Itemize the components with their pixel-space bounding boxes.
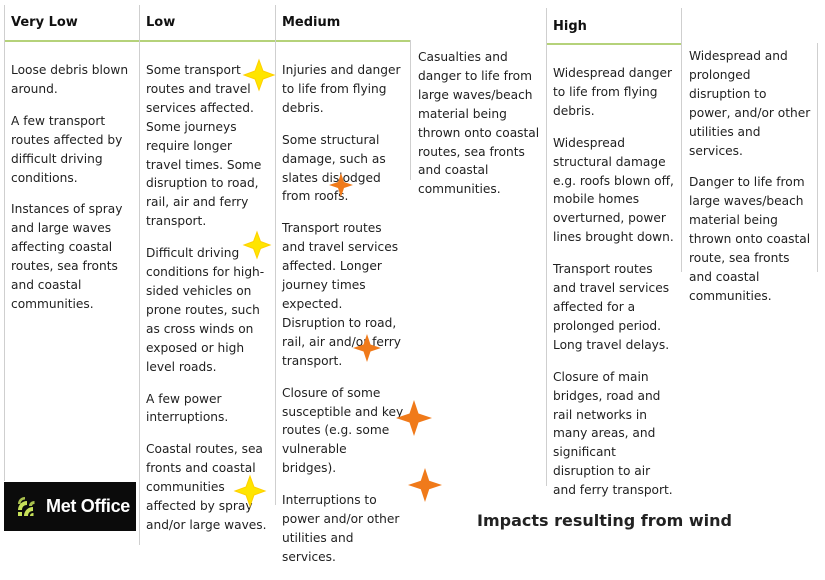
impact-item: Widespread structural damage e.g. roofs … [553, 135, 674, 245]
impact-item: Loose debris blown around. [11, 63, 129, 96]
divider [410, 40, 411, 180]
divider [681, 8, 682, 272]
orange-star-icon [396, 400, 432, 436]
low-impacts: Some transport routes and travel service… [139, 61, 275, 548]
divider [275, 5, 276, 505]
impact-item: Transport routes and travel services aff… [282, 221, 401, 368]
impact-item: Injuries and danger to life from flying … [282, 63, 401, 115]
yellow-star-icon [242, 58, 276, 92]
impact-item: Instances of spray and large waves affec… [11, 202, 123, 311]
impact-item: Widespread and prolonged disruption to p… [689, 49, 811, 158]
divider [4, 5, 5, 481]
very-low-impacts: Loose debris blown around. A few transpo… [4, 61, 139, 327]
header-medium: Medium [282, 15, 341, 30]
impact-item: Danger to life from large waves/beach ma… [689, 175, 811, 303]
impact-item: Widespread danger to life from flying de… [553, 66, 672, 118]
impact-item: Closure of some susceptible and key rout… [282, 385, 404, 476]
medium-extra-impacts: Casualties and danger to life from large… [411, 48, 546, 212]
impact-item: A few transport routes affected by diffi… [11, 113, 123, 185]
orange-star-icon [329, 173, 353, 197]
divider [546, 8, 547, 486]
header-rule [4, 40, 410, 42]
yellow-star-icon [242, 230, 272, 260]
orange-star-icon [353, 334, 381, 362]
medium-impacts: Injuries and danger to life from flying … [275, 61, 410, 580]
impact-item: Difficult driving conditions for high-si… [146, 246, 265, 374]
high-extra-impacts: Widespread and prolonged disruption to p… [682, 47, 817, 319]
impact-item: Coastal routes, sea fronts and coastal c… [146, 442, 267, 532]
divider [139, 5, 140, 545]
impact-item: A few power interruptions. [146, 391, 229, 425]
impact-item: Some structural damage, such as slates d… [282, 132, 386, 204]
header-rule-high [546, 43, 681, 45]
high-impacts: Widespread danger to life from flying de… [546, 64, 681, 513]
impact-item: Closure of main bridges, road and rail n… [553, 369, 673, 498]
impact-item: Interruptions to power and/or other util… [282, 493, 400, 564]
header-high: High [553, 19, 587, 34]
orange-star-icon [408, 468, 442, 502]
header-low: Low [146, 15, 176, 30]
figure-caption: Impacts resulting from wind [477, 511, 732, 530]
impact-item: Transport routes and travel services aff… [553, 262, 670, 352]
logo-text: Met Office [46, 496, 131, 516]
met-office-logo: Met Office [4, 482, 136, 531]
divider [817, 43, 818, 272]
yellow-star-icon [233, 474, 267, 508]
impact-item: Casualties and danger to life from large… [418, 50, 540, 197]
impact-item: Some transport routes and travel service… [146, 63, 262, 229]
header-very-low: Very Low [11, 15, 78, 30]
met-office-mark-icon [18, 496, 35, 516]
